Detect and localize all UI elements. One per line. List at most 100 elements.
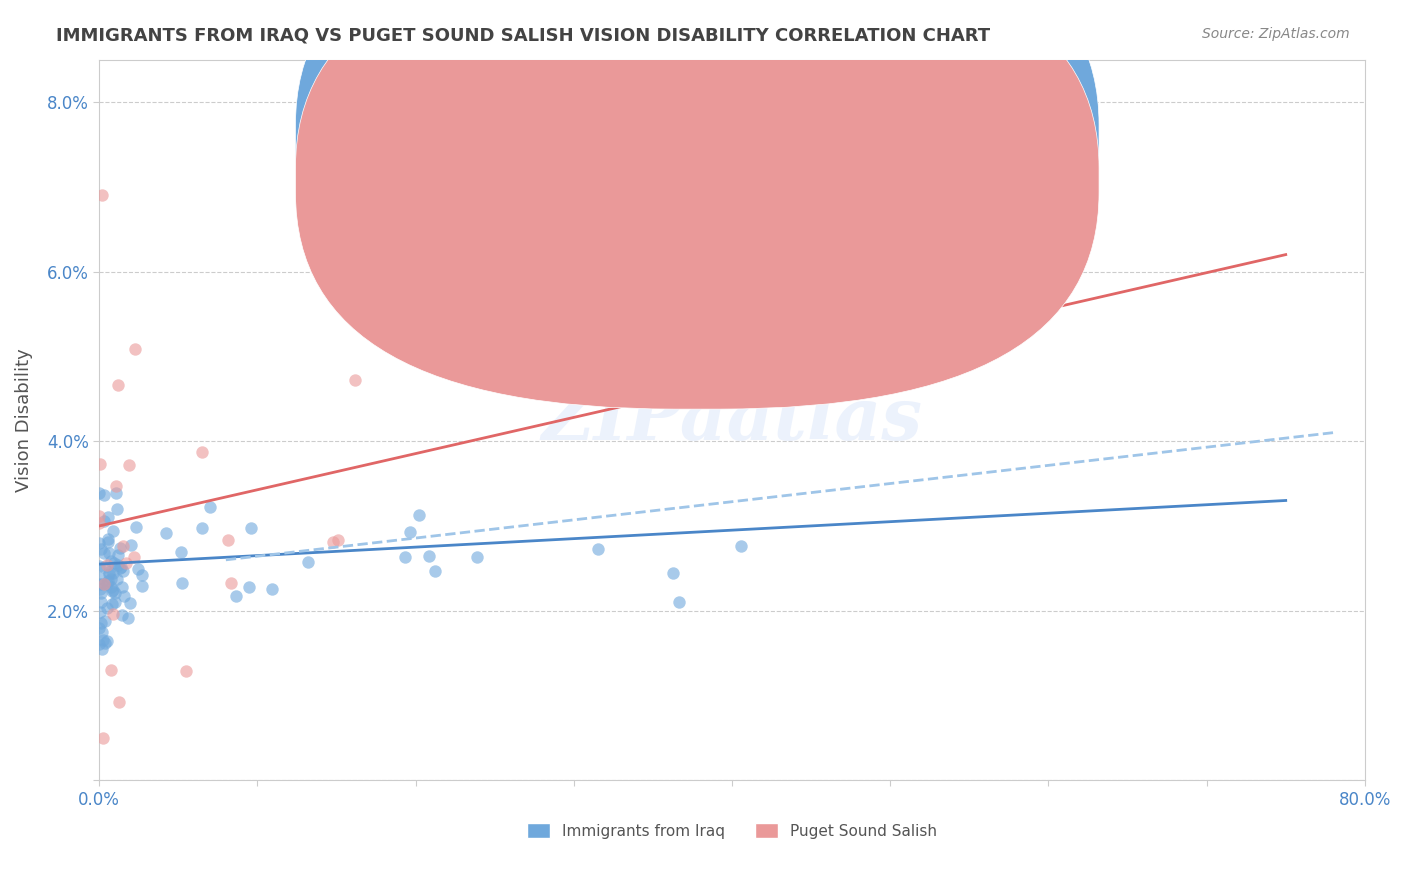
Point	[97, 510, 120, 524]
Point	[89, 559, 111, 574]
Point	[97, 532, 120, 546]
Point	[89, 516, 111, 530]
Point	[101, 597, 124, 611]
Point	[94, 636, 117, 650]
Text: 0.145: 0.145	[783, 127, 830, 145]
Point	[89, 582, 111, 596]
Point	[101, 524, 124, 538]
Point	[155, 526, 177, 541]
Point	[101, 583, 124, 598]
Point	[89, 577, 111, 591]
Point	[190, 521, 212, 535]
Point	[322, 535, 344, 549]
Point	[465, 550, 488, 565]
Point	[96, 634, 118, 648]
Point	[217, 533, 239, 547]
Point	[89, 571, 111, 585]
Point	[96, 601, 118, 615]
Point	[118, 596, 141, 610]
Point	[107, 377, 129, 392]
Y-axis label: Vision Disability: Vision Disability	[15, 348, 32, 491]
Point	[399, 524, 422, 539]
Point	[93, 488, 115, 502]
Point	[127, 561, 149, 575]
Text: ZIPaatlas: ZIPaatlas	[541, 384, 922, 456]
Point	[588, 541, 610, 556]
Text: R =: R =	[733, 169, 768, 187]
Point	[111, 607, 134, 622]
Point	[89, 509, 111, 524]
Point	[418, 549, 440, 563]
Point	[124, 520, 146, 534]
Point	[93, 577, 115, 591]
Point	[91, 632, 114, 647]
Point	[89, 637, 111, 651]
Point	[89, 585, 111, 599]
Point	[225, 589, 247, 603]
Point	[89, 536, 111, 550]
Point	[105, 502, 128, 516]
Point	[238, 580, 260, 594]
Point	[661, 566, 683, 580]
Point	[90, 642, 112, 657]
Point	[93, 514, 115, 528]
Point	[343, 373, 366, 387]
Point	[730, 539, 752, 553]
Point	[94, 615, 117, 629]
Point	[96, 577, 118, 591]
Point	[89, 486, 111, 500]
Point	[100, 553, 122, 567]
Point	[131, 567, 153, 582]
Point	[117, 611, 139, 625]
Point	[93, 545, 115, 559]
Point	[108, 695, 131, 709]
Point	[108, 541, 131, 555]
Point	[91, 731, 114, 745]
Point	[118, 458, 141, 473]
Text: IMMIGRANTS FROM IRAQ VS PUGET SOUND SALISH VISION DISABILITY CORRELATION CHART: IMMIGRANTS FROM IRAQ VS PUGET SOUND SALI…	[56, 27, 990, 45]
Point	[98, 565, 121, 579]
Point	[120, 538, 142, 552]
Point	[111, 580, 134, 594]
Text: N =: N =	[865, 127, 901, 145]
Point	[423, 564, 446, 578]
Text: R =: R =	[733, 127, 768, 145]
Point	[105, 479, 128, 493]
Point	[115, 556, 138, 570]
Text: N =: N =	[865, 169, 901, 187]
Point	[91, 188, 114, 202]
Point	[174, 665, 197, 679]
Point	[112, 539, 135, 553]
Point	[90, 595, 112, 609]
Point	[297, 555, 319, 569]
Point	[170, 545, 193, 559]
Point	[97, 574, 120, 589]
Legend: Immigrants from Iraq, Puget Sound Salish: Immigrants from Iraq, Puget Sound Salish	[520, 816, 943, 845]
Point	[219, 575, 242, 590]
Point	[103, 556, 125, 570]
Point	[98, 566, 121, 581]
Point	[124, 343, 146, 357]
Text: 0.436: 0.436	[783, 169, 830, 187]
Point	[97, 546, 120, 560]
Point	[326, 533, 349, 547]
Point	[91, 624, 114, 639]
Point	[90, 615, 112, 630]
Point	[262, 582, 284, 597]
Point	[91, 577, 114, 591]
Point	[100, 664, 122, 678]
Point	[96, 558, 118, 573]
Point	[89, 605, 111, 619]
Point	[100, 584, 122, 599]
Point	[131, 579, 153, 593]
Point	[111, 564, 134, 578]
Text: 83: 83	[922, 127, 943, 145]
Point	[107, 558, 129, 572]
Point	[668, 595, 690, 609]
Point	[107, 549, 129, 563]
Point	[104, 595, 127, 609]
Point	[103, 566, 125, 580]
Point	[97, 535, 120, 549]
Point	[124, 550, 146, 565]
Point	[100, 572, 122, 586]
